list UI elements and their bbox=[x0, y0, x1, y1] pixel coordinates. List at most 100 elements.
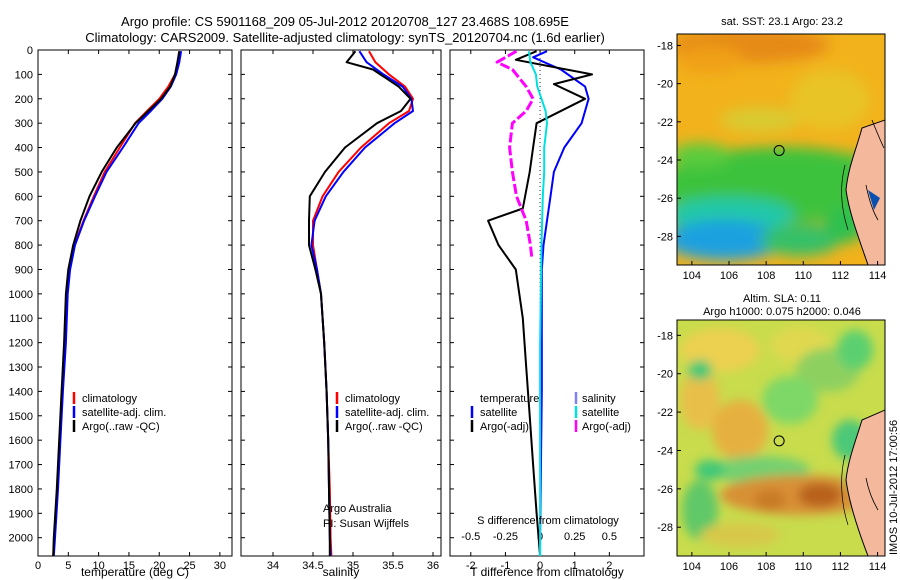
sst-argo-marker bbox=[773, 144, 785, 156]
profile-line-s-satellite bbox=[528, 51, 548, 556]
depth-tick-label: 1000 bbox=[9, 289, 33, 301]
depth-tick-label: 1800 bbox=[9, 484, 33, 496]
map-x-tick-label: 104 bbox=[683, 561, 701, 573]
s-tick-label: 0.5 bbox=[602, 531, 617, 543]
annotation-pi: PI: Susan Wijffels bbox=[323, 518, 409, 530]
s-tick-label: -0.5 bbox=[461, 531, 480, 543]
x-tick-label: 2 bbox=[606, 560, 612, 572]
legend-label-climatology: climatology bbox=[82, 393, 138, 405]
map-x-tick-label: 110 bbox=[795, 561, 813, 573]
depth-tick-label: 700 bbox=[15, 216, 33, 228]
legend-label-argo: Argo(..raw -QC) bbox=[82, 421, 160, 433]
depth-tick-label: 1900 bbox=[9, 508, 33, 520]
depth-tick-label: 200 bbox=[15, 94, 33, 106]
sla-map-frame bbox=[676, 319, 886, 557]
map-y-tick-label: -22 bbox=[657, 117, 673, 129]
temperature-panel-frame bbox=[37, 49, 233, 557]
map-x-tick-label: 106 bbox=[720, 270, 738, 282]
imos-stamp: IMOS 10-Jul-2012 17:00:56 bbox=[888, 420, 900, 555]
salinity-axes: 34 34.5 35 35.5 36 bbox=[241, 49, 441, 572]
title-line-2: Climatology: CARS2009. Satellite-adjuste… bbox=[85, 30, 605, 45]
depth-tick-label: 1600 bbox=[9, 435, 33, 447]
map-y-tick-label: -26 bbox=[657, 193, 673, 205]
sst-map-title: sat. SST: 23.1 Argo: 23.2 bbox=[721, 16, 843, 28]
map-y-tick-label: -26 bbox=[657, 484, 673, 496]
profile-line-climatology bbox=[52, 51, 181, 556]
legend-title-salinity: salinity bbox=[582, 393, 616, 405]
depth-tick-label: 1500 bbox=[9, 411, 33, 423]
map-y-tick-label: -20 bbox=[657, 369, 673, 381]
map-y-tick-label: -22 bbox=[657, 407, 673, 419]
sst-map-frame bbox=[676, 33, 886, 266]
legend-label-t-satellite: satellite bbox=[480, 407, 517, 419]
map-x-tick-label: 108 bbox=[757, 561, 775, 573]
profile-line-t-satellite bbox=[532, 50, 590, 556]
sla-map-field bbox=[677, 320, 885, 556]
profile-line-satellite-adj-clim bbox=[310, 50, 414, 556]
temperature-axes: 0 5 10 15 20 25 30 bbox=[35, 49, 232, 572]
temperature-profiles bbox=[52, 51, 183, 556]
depth-tick-label: 400 bbox=[15, 143, 33, 155]
title-line-1: Argo profile: CS 5901168_209 05-Jul-2012… bbox=[121, 14, 569, 29]
map-y-tick-label: -24 bbox=[657, 155, 673, 167]
temperature-legend: climatology satellite-adj. clim. Argo(..… bbox=[72, 392, 166, 433]
profile-line-argo-raw-qc bbox=[52, 51, 181, 556]
x-tick-label: 5 bbox=[65, 560, 71, 572]
depth-tick-label: 2000 bbox=[9, 533, 33, 545]
salinity-profiles bbox=[308, 50, 414, 556]
depth-tick-label: 600 bbox=[15, 191, 33, 203]
depth-tick-label: 1100 bbox=[9, 313, 33, 325]
legend-label-t-argo: Argo(-adj) bbox=[480, 421, 529, 433]
difference-xlabel: T difference from climatology bbox=[470, 565, 624, 579]
depth-tick-label: 1200 bbox=[9, 338, 33, 350]
x-tick-label: 1 bbox=[572, 560, 578, 572]
map-x-tick-label: 114 bbox=[869, 561, 887, 573]
map-y-tick-label: -18 bbox=[657, 330, 673, 342]
profile-line-s-argo-adj bbox=[495, 50, 535, 258]
sla-map-title-1: Altim. SLA: 0.11 bbox=[743, 293, 821, 305]
profile-line-satellite-adj-clim bbox=[52, 51, 183, 556]
s-tick-label: 0.25 bbox=[564, 531, 585, 543]
sla-map-title-2: Argo h1000: 0.075 h2000: 0.046 bbox=[703, 306, 861, 318]
map-x-tick-label: 108 bbox=[757, 270, 775, 282]
map-y-tick-label: -24 bbox=[657, 445, 673, 457]
map-x-tick-label: 112 bbox=[832, 270, 850, 282]
legend-label-climatology: climatology bbox=[345, 393, 401, 405]
legend-label-argo: Argo(..raw -QC) bbox=[345, 421, 423, 433]
difference-profiles bbox=[487, 50, 593, 556]
x-tick-label: 15 bbox=[123, 560, 135, 572]
map-x-tick-label: 112 bbox=[832, 561, 850, 573]
depth-tick-label: 1700 bbox=[9, 460, 33, 472]
profile-line-t-argo-adj bbox=[487, 50, 593, 556]
legend-label-satellite: satellite-adj. clim. bbox=[82, 407, 166, 419]
sst-map-field bbox=[677, 34, 885, 265]
salinity-xlabel: salinity bbox=[323, 565, 360, 579]
difference-xlabel-top: S difference from climatology bbox=[477, 515, 619, 527]
x-tick-label: 34.5 bbox=[302, 560, 323, 572]
legend-label-s-satellite: satellite bbox=[582, 407, 619, 419]
x-tick-label: -2 bbox=[466, 560, 476, 572]
depth-tick-label: 100 bbox=[15, 69, 33, 81]
x-tick-label: 35 bbox=[347, 560, 359, 572]
depth-tick-label: 500 bbox=[15, 167, 33, 179]
depth-tick-label: 800 bbox=[15, 240, 33, 252]
depth-tick-label: 0 bbox=[27, 45, 33, 57]
x-tick-label: 34 bbox=[267, 560, 279, 572]
x-tick-label: 0 bbox=[537, 560, 543, 572]
depth-tick-label: 300 bbox=[15, 118, 33, 130]
map-x-tick-label: 110 bbox=[795, 270, 813, 282]
sla-map-axes: 104 106 108 110 112 114 -18 -20 -22 -24 -26 -28 bbox=[657, 330, 886, 573]
salinity-panel-frame bbox=[240, 49, 442, 557]
depth-axis: 0 100 200 300 400 500 600 700 800 900 1000 1100 1200… bbox=[9, 45, 33, 545]
x-tick-label: -1 bbox=[501, 560, 511, 572]
x-tick-label: 20 bbox=[153, 560, 165, 572]
difference-panel-frame bbox=[449, 49, 645, 557]
x-tick-label: 36 bbox=[427, 560, 439, 572]
depth-tick-label: 1300 bbox=[9, 362, 33, 374]
legend-label-satellite: satellite-adj. clim. bbox=[345, 407, 429, 419]
legend-label-s-argo: Argo(-adj) bbox=[582, 421, 631, 433]
s-tick-label: -0.25 bbox=[493, 531, 518, 543]
map-y-tick-label: -28 bbox=[657, 231, 673, 243]
map-x-tick-label: 114 bbox=[869, 270, 887, 282]
